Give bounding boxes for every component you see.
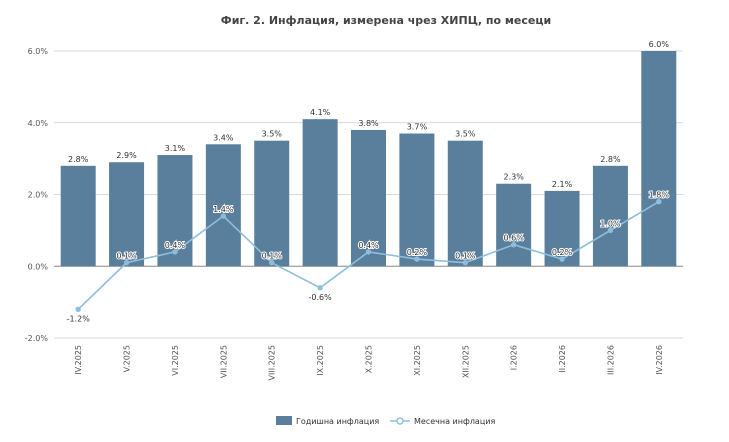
bar-annual-inflation [399,133,435,267]
x-tick-label: I.2026 [510,345,519,370]
chart-title: Фиг. 2. Инфлация, измерена чрез ХИПЦ, по… [221,14,551,27]
line-data-label: 0.2% [407,248,428,257]
bar-data-label: 3.7% [407,123,428,132]
line-point [365,249,372,255]
line-data-label: 1.4% [213,205,234,214]
line-point [559,256,565,262]
line-data-label: 0.2% [552,248,573,257]
line-data-label: 0.1% [455,252,476,261]
bar-annual-inflation [496,183,532,267]
line-point [269,259,275,266]
x-tick-label: X.2025 [365,345,374,373]
bar-data-label: 2.8% [68,155,89,164]
x-tick-label: XII.2025 [461,345,470,378]
y-tick-label: 4.0% [28,119,49,128]
bar-data-label: 3.5% [262,130,283,139]
line-data-label: 0.6% [503,234,524,243]
bar-annual-inflation [544,190,580,267]
line-point [510,242,517,248]
line-point [607,227,614,234]
line-data-label: 1.0% [600,219,621,228]
bar-annual-inflation [60,165,96,267]
line-data-label: 0.1% [116,252,137,261]
y-tick-label: 0.0% [28,262,49,271]
line-point [656,198,662,205]
bar-data-label: 3.1% [165,144,186,153]
x-tick-label: VIII.2025 [268,345,277,380]
y-tick-label: 2.0% [28,191,49,200]
x-tick-label: III.2026 [606,345,615,375]
y-tick-label: 6.0% [28,47,49,56]
bar-annual-inflation [351,129,386,267]
bar-annual-inflation [157,155,193,267]
x-tick-label: IV.2025 [74,345,83,375]
line-point [220,213,227,219]
x-tick-label: XI.2025 [413,345,422,376]
bar-data-label: 2.8% [600,155,621,164]
bar-data-label: 2.1% [552,180,573,189]
line-point [462,259,468,266]
x-tick-label: VI.2025 [171,345,180,376]
line-data-label: -0.6% [309,293,333,302]
bar-data-label: 3.8% [358,119,379,128]
line-point [123,259,130,266]
legend-swatch-marker [396,417,404,425]
line-data-label: 0.4% [358,241,379,250]
bar-annual-inflation [109,162,145,267]
line-data-label: 0.1% [262,252,283,261]
legend-label-annual: Годишна инфлация [296,417,379,426]
bar-annual-inflation [592,165,628,267]
legend-swatch-bar [276,416,292,425]
y-tick-label: -2.0% [25,334,49,343]
legend-label-monthly: Месечна инфлация [414,417,495,426]
bar-data-label: 6.0% [649,40,670,49]
bar-data-label: 4.1% [310,108,331,117]
bar-data-label: 2.9% [116,151,137,160]
bar-data-label: 2.3% [503,173,524,182]
bar-annual-inflation [254,140,290,267]
line-data-label: 0.4% [165,241,186,250]
x-tick-label: V.2025 [123,345,132,372]
bar-data-label: 3.5% [455,130,476,139]
bar-annual-inflation [205,144,241,267]
line-data-label: -1.2% [67,314,91,323]
x-tick-label: IV.2026 [655,345,664,375]
bar-data-label: 3.4% [213,133,234,142]
line-data-label: 1.8% [649,191,670,200]
bar-annual-inflation [302,119,338,267]
line-point [317,285,323,291]
x-tick-label: IX.2025 [316,345,325,376]
x-tick-label: II.2026 [558,345,567,373]
x-tick-label: VII.2025 [219,345,228,378]
line-point [172,249,178,255]
bar-annual-inflation [447,140,483,267]
line-point [414,256,420,262]
bar-annual-inflation [641,51,677,267]
line-point [75,306,81,312]
